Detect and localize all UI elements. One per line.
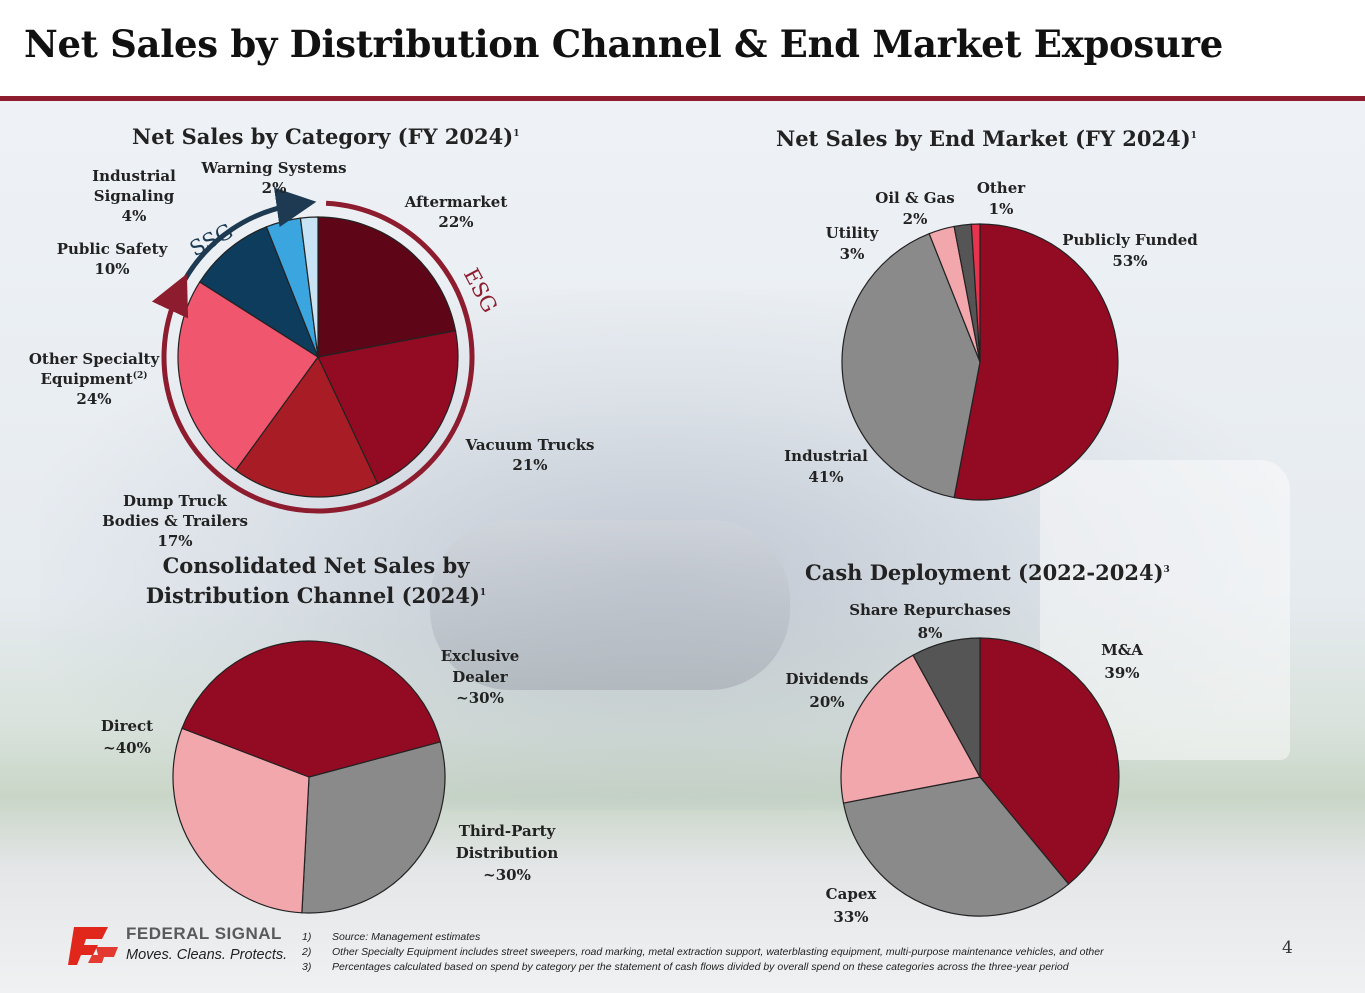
- pie-cash: [840, 637, 1120, 917]
- label-share-repurchases: Share Repurchases 8%: [849, 601, 1011, 642]
- pie-slice-dividends: [840, 654, 981, 804]
- pie-slice-public-safety: [198, 226, 320, 359]
- label-other: Other 1%: [977, 179, 1026, 218]
- label-direct: Direct ~40%: [101, 717, 153, 757]
- pie-slice-exclusive: [301, 741, 446, 914]
- pie-channel: [172, 640, 446, 914]
- pie-slice-publicly-funded: [953, 223, 1119, 501]
- chart-channel-title: Consolidated Net Sales by Distribution Ch…: [146, 553, 486, 608]
- label-warning-systems: Warning Systems 2%: [200, 159, 346, 197]
- chart-end-market-title: Net Sales by End Market (FY 2024)1: [776, 126, 1197, 151]
- slide-title: Net Sales by Distribution Channel & End …: [24, 22, 1223, 66]
- header-rule: [0, 96, 1365, 101]
- pie-slice-other: [970, 223, 981, 363]
- pie-slice-capex: [842, 776, 1070, 917]
- label-ma: M&A 39%: [1101, 641, 1143, 682]
- pie-slice-direct: [181, 640, 442, 778]
- logo-tagline: Moves. Cleans. Protects.: [126, 947, 288, 963]
- pie-slice-aftermarket: [317, 216, 457, 358]
- page-number: 4: [1282, 938, 1293, 958]
- label-exclusive-dealer: Exclusive Dealer ~30%: [441, 647, 520, 707]
- label-oil-gas: Oil & Gas 2%: [875, 189, 954, 228]
- label-aftermarket: Aftermarket 22%: [404, 193, 508, 231]
- tank-silhouette: [430, 520, 790, 690]
- pie-end-market: [841, 223, 1119, 501]
- chart-end-market: Net Sales by End Market (FY 2024)1 Publi…: [776, 126, 1198, 501]
- chart-cash-title: Cash Deployment (2022-2024)3: [805, 560, 1170, 585]
- label-industrial: Industrial 41%: [784, 447, 868, 486]
- footnote: 3) Percentages calculated based on spend …: [302, 961, 1069, 973]
- ssg-bracket-arc: [182, 187, 317, 282]
- footnotes: 1) Source: Management estimates 2) Other S…: [302, 930, 1262, 975]
- slide-header: Net Sales by Distribution Channel & End …: [0, 0, 1365, 96]
- chart-channel: Consolidated Net Sales by Distribution Ch…: [101, 553, 559, 914]
- pie-slice-dump-truck-bodies-trailers: [234, 355, 379, 498]
- footnote: 2) Other Specialty Equipment includes str…: [302, 946, 1104, 958]
- label-industrial-signaling: Industrial Signaling 4%: [92, 167, 176, 225]
- pie-slice-m-a: [979, 637, 1120, 885]
- label-capex: Capex 33%: [826, 885, 878, 926]
- pie-category: [177, 216, 459, 498]
- chart-category: Net Sales by Category (FY 2024)1 ESG SSG…: [29, 124, 595, 550]
- label-vacuum-trucks: Vacuum Trucks 21%: [465, 436, 595, 474]
- pie-slice-industrial: [841, 232, 981, 499]
- pie-slice-third-party: [172, 727, 310, 914]
- label-third-party: Third-Party Distribution ~30%: [456, 822, 559, 884]
- chart-cash: Cash Deployment (2022-2024)3 M&A 39% Cape…: [786, 560, 1170, 926]
- footnote: 1) Source: Management estimates: [302, 931, 481, 943]
- pie-slice-share-repurchases: [912, 637, 981, 778]
- esg-bracket-arc: [264, 200, 475, 514]
- label-publicly-funded: Publicly Funded 53%: [1062, 231, 1198, 270]
- label-other-specialty: Other Specialty Equipment(2) 24%: [29, 350, 161, 408]
- chart-category-title: Net Sales by Category (FY 2024)1: [132, 124, 519, 149]
- label-public-safety: Public Safety 10%: [57, 240, 169, 278]
- logo-name: FEDERAL SIGNAL: [126, 924, 282, 943]
- label-dump-truck: Dump Truck Bodies & Trailers 17%: [102, 492, 248, 550]
- label-utility: Utility 3%: [826, 224, 880, 263]
- federal-signal-logo: FEDERAL SIGNAL Moves. Cleans. Protects.: [68, 921, 293, 971]
- federal-signal-logo-icon: [68, 927, 118, 965]
- esg-bracket-arrow: [151, 273, 267, 505]
- label-dividends: Dividends 20%: [786, 670, 869, 711]
- pie-slice-other-specialty-equipment: [177, 281, 319, 472]
- pie-slice-vacuum-trucks: [317, 330, 459, 485]
